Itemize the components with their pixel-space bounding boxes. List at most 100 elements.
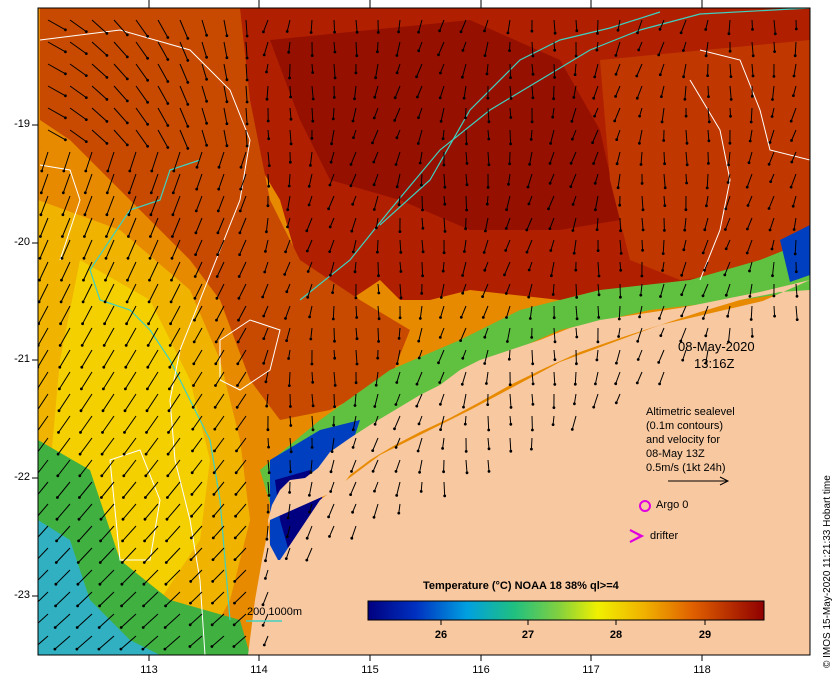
velocity-arrow	[398, 503, 401, 514]
velocity-arrow-head	[333, 356, 337, 360]
velocity-arrow	[705, 195, 709, 206]
velocity-arrow-head	[527, 202, 531, 206]
velocity-arrow-head	[310, 362, 314, 366]
velocity-arrow	[394, 85, 401, 98]
velocity-arrow	[150, 195, 159, 215]
velocity-arrow-head	[217, 165, 221, 169]
velocity-arrow	[442, 437, 445, 449]
velocity-arrow-head	[76, 582, 80, 586]
velocity-arrow-head	[186, 103, 190, 106]
velocity-arrow	[421, 195, 423, 211]
velocity-arrow-head	[83, 191, 87, 195]
velocity-arrow-head	[552, 316, 556, 320]
velocity-arrow-head	[333, 405, 336, 409]
velocity-arrow	[213, 481, 225, 495]
velocity-arrow	[572, 217, 577, 231]
velocity-arrow	[460, 327, 467, 341]
velocity-arrow-head	[595, 228, 599, 232]
velocity-arrow	[724, 217, 731, 230]
velocity-arrow-head	[416, 142, 420, 145]
velocity-arrow	[509, 85, 512, 99]
velocity-arrow	[484, 349, 489, 364]
velocity-arrow-head	[527, 295, 531, 299]
velocity-arrow	[659, 63, 665, 75]
velocity-arrow	[509, 437, 512, 452]
velocity-arrow-head	[120, 561, 124, 564]
velocity-arrow	[62, 195, 71, 215]
velocity-arrow-head	[683, 228, 687, 232]
velocity-arrow	[332, 305, 335, 320]
velocity-arrow	[615, 41, 621, 56]
sst-warm-band	[40, 8, 410, 420]
velocity-arrow-head	[504, 249, 508, 252]
velocity-arrow	[79, 437, 93, 455]
velocity-arrow-head	[525, 228, 529, 232]
velocity-arrow-head	[79, 409, 83, 413]
velocity-arrow	[245, 63, 248, 81]
velocity-arrow	[170, 305, 181, 324]
velocity-arrow	[147, 349, 159, 368]
velocity-arrow	[706, 173, 709, 188]
velocity-arrow	[288, 173, 291, 187]
velocity-arrow	[195, 239, 203, 255]
velocity-arrow-head	[309, 31, 313, 34]
velocity-arrow	[509, 393, 512, 408]
velocity-arrow-head	[593, 114, 596, 118]
velocity-arrow	[639, 107, 643, 117]
velocity-arrow-head	[333, 76, 337, 80]
y-tick-label: -20	[14, 236, 30, 248]
velocity-arrow-head	[397, 30, 400, 34]
velocity-arrow	[123, 481, 137, 498]
velocity-arrow	[201, 85, 208, 102]
velocity-arrow	[794, 239, 797, 254]
velocity-arrow-head	[56, 452, 60, 456]
velocity-arrow	[286, 525, 291, 537]
velocity-arrow-head	[679, 339, 683, 343]
velocity-arrow	[746, 173, 753, 188]
velocity-arrow	[240, 173, 247, 190]
velocity-arrow-head	[417, 339, 421, 343]
velocity-arrow	[236, 437, 247, 452]
velocity-arrow	[143, 547, 159, 563]
velocity-arrow-head	[417, 49, 421, 53]
velocity-arrow-head	[727, 340, 730, 344]
velocity-arrow	[417, 437, 423, 452]
velocity-arrow-head	[166, 474, 170, 478]
velocity-arrow	[662, 239, 665, 254]
velocity-arrow-head	[351, 510, 354, 514]
velocity-arrow-head	[421, 208, 424, 212]
velocity-arrow-head	[528, 317, 532, 320]
velocity-arrow	[142, 635, 159, 650]
velocity-arrow	[146, 393, 159, 411]
velocity-arrow-head	[233, 601, 236, 605]
velocity-arrow-head	[465, 162, 469, 165]
velocity-arrow-head	[105, 54, 109, 57]
velocity-arrow	[771, 107, 775, 117]
velocity-arrow	[792, 85, 797, 96]
velocity-arrow	[168, 415, 181, 433]
velocity-arrow	[439, 19, 445, 31]
velocity-arrow	[214, 437, 225, 452]
velocity-arrow-head	[122, 474, 126, 478]
velocity-arrow-head	[726, 181, 730, 184]
velocity-arrow	[461, 371, 467, 385]
velocity-arrow-head	[355, 30, 359, 34]
velocity-arrow	[285, 547, 291, 559]
velocity-arrow-head	[421, 250, 425, 254]
velocity-arrow-head	[186, 59, 190, 62]
velocity-arrow	[168, 393, 181, 411]
velocity-arrow-head	[421, 274, 424, 278]
velocity-arrow	[84, 173, 93, 193]
velocity-arrow-head	[635, 96, 639, 100]
velocity-arrow-head	[355, 316, 359, 319]
velocity-arrow	[91, 107, 108, 122]
velocity-arrow-head	[460, 382, 464, 386]
velocity-arrow-head	[548, 227, 552, 231]
velocity-arrow-head	[267, 137, 271, 141]
velocity-arrow	[416, 85, 423, 98]
velocity-arrow	[289, 437, 292, 452]
velocity-arrow-head	[680, 314, 684, 318]
velocity-arrow	[38, 591, 49, 603]
velocity-arrow-head	[188, 645, 192, 648]
